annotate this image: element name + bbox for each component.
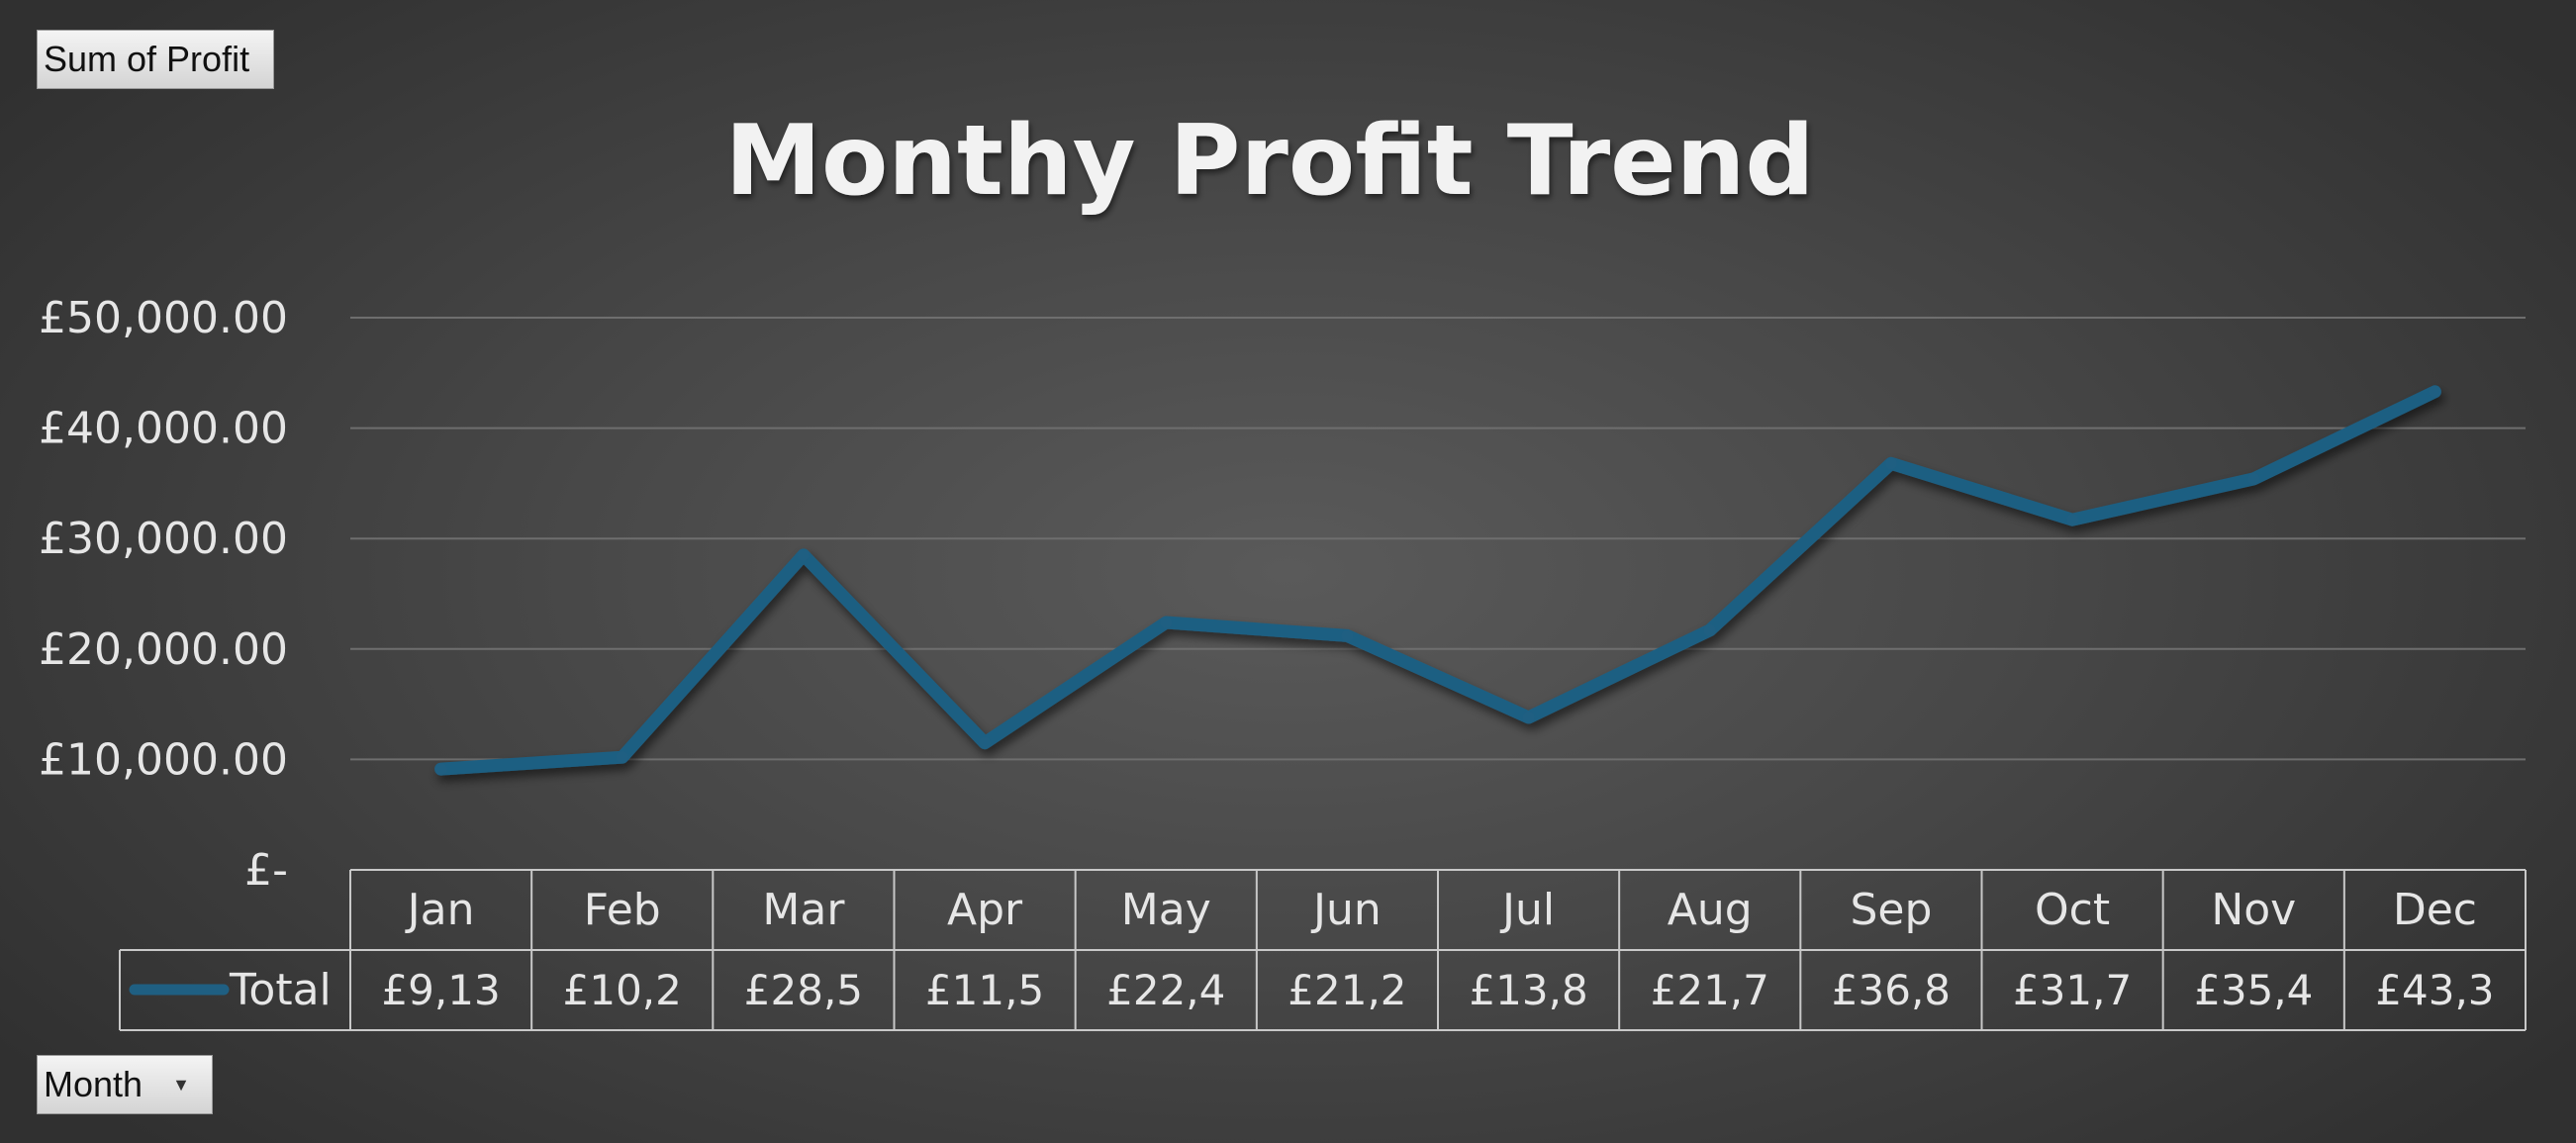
data-table-value: £21,7: [1651, 966, 1769, 1014]
data-point: [1703, 623, 1716, 636]
x-category-label: Jul: [1499, 885, 1555, 935]
x-category-label: Jun: [1310, 885, 1382, 935]
data-point: [434, 763, 447, 776]
x-category-label: Dec: [2393, 885, 2477, 935]
y-tick-label: £40,000.00: [39, 404, 288, 454]
data-point: [1522, 711, 1535, 723]
legend-label: Total: [229, 965, 332, 1015]
data-table-value: £28,5: [744, 966, 863, 1014]
data-table-value: £36,8: [1832, 966, 1951, 1014]
y-axis-tick-labels: £- £10,000.00 £20,000.00 £30,000.00 £40,000.…: [39, 293, 288, 896]
data-table-value: £9,13: [381, 966, 500, 1014]
data-table-value: £31,7: [2013, 966, 2132, 1014]
data-table-value: £43,3: [2375, 966, 2494, 1014]
y-tick-label: £20,000.00: [39, 624, 288, 675]
series-line-total: [434, 385, 2441, 776]
data-point: [979, 736, 992, 749]
x-category-label: Sep: [1850, 885, 1932, 935]
data-point: [2066, 514, 2079, 526]
x-category-label: Oct: [2035, 885, 2110, 935]
x-category-label: Mar: [762, 885, 845, 935]
y-tick-label: £30,000.00: [39, 514, 288, 564]
data-table-value: £21,2: [1288, 966, 1406, 1014]
month-field-label: Month: [44, 1064, 143, 1104]
y-tick-label: £-: [244, 845, 288, 896]
x-category-label: May: [1121, 885, 1211, 935]
data-point: [616, 751, 628, 764]
x-category-label: Apr: [947, 885, 1023, 935]
x-category-label: Jan: [405, 885, 475, 935]
x-category-label: Nov: [2211, 885, 2296, 935]
data-point: [2429, 385, 2441, 398]
data-table-value: £35,4: [2194, 966, 2313, 1014]
data-table: Jan £9,13 Feb £10,2 Mar £28,5 Apr £11,5 May £22,4…: [119, 869, 2527, 1031]
data-point: [797, 548, 810, 561]
data-point: [1160, 617, 1173, 629]
data-point: [2247, 472, 2260, 485]
x-category-label: Aug: [1668, 885, 1753, 935]
sum-of-profit-field-button[interactable]: Sum of Profit: [37, 30, 274, 89]
month-field-button[interactable]: Month ▼: [37, 1055, 213, 1114]
data-table-value: £13,8: [1469, 966, 1587, 1014]
data-point: [1884, 457, 1897, 470]
x-category-label: Feb: [584, 885, 661, 935]
y-tick-label: £10,000.00: [39, 734, 288, 785]
y-tick-label: £50,000.00: [39, 293, 288, 343]
data-table-value: £11,5: [925, 966, 1044, 1014]
dropdown-arrow-icon: ▼: [172, 1075, 190, 1095]
chart-title: Monthy Profit Trend: [724, 105, 1814, 218]
data-table-value: £10,2: [563, 966, 682, 1014]
data-table-value: £22,4: [1106, 966, 1225, 1014]
data-point: [1341, 629, 1354, 642]
series-total: [434, 385, 2441, 776]
